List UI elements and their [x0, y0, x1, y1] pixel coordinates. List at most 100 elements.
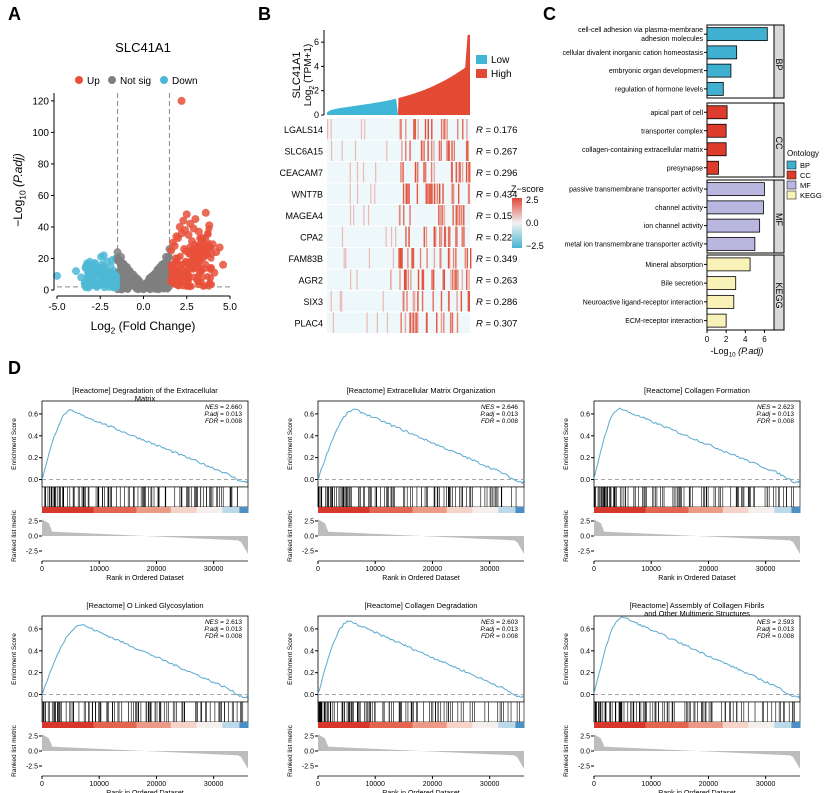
gsea-x-tick-label: 0 — [40, 781, 44, 788]
heatmap-cell-high — [448, 248, 451, 269]
gsea-rank-colorbar — [318, 722, 328, 728]
volcano-point-up — [200, 239, 208, 247]
volcano-legend-label: Not sig — [120, 76, 151, 87]
correlation-value: = 0.349 — [486, 254, 518, 265]
heatmap-correlation-label: R = 0.224 — [476, 232, 517, 243]
gsea-x-tick-label: 30000 — [204, 566, 224, 573]
gsea-rank-colorbar — [654, 507, 664, 513]
volcano-x-tick-label: 5.0 — [223, 302, 237, 313]
gsea-x-title: Rank in Ordered Dataset — [106, 575, 183, 582]
gsea-ranked-metric-area — [594, 734, 800, 769]
enrichment-x-tick-label: 0 — [705, 335, 710, 344]
gsea-es-y-title: Enrichment Score — [287, 633, 294, 685]
heatmap-cell-low — [385, 226, 387, 247]
correlation-r: R — [476, 125, 486, 136]
heatmap-gene-label: CEACAM7 — [279, 168, 323, 178]
gsea-x-tick-label: 20000 — [423, 566, 443, 573]
volcano-x-tick-label: 2.5 — [180, 302, 194, 313]
gsea-stat-value: = 0.013 — [494, 411, 518, 418]
heatmap-cell-high — [430, 162, 433, 183]
gsea-x-tick-label: 20000 — [699, 566, 719, 573]
volcano-point-up — [207, 274, 215, 282]
heatmap-cell-low — [376, 312, 378, 333]
heatmap-cell-low — [349, 162, 351, 183]
gsea-stat: FDR = 0.008 — [757, 418, 794, 425]
gsea-stat: P.adj = 0.013 — [204, 626, 242, 633]
gsea-rank-colorbar — [791, 507, 801, 513]
heatmap-cell-low — [341, 140, 343, 161]
gsea-stat-name: FDR — [205, 633, 219, 640]
gsea-rank-colorbar — [714, 507, 724, 513]
gsea-stat-value: = 2.660 — [218, 404, 242, 411]
volcano-point-down — [91, 263, 99, 271]
correlation-value: = 0.307 — [486, 318, 518, 329]
gsea-metric-y-title: Ranked list metric — [563, 509, 570, 561]
gsea-rank-colorbar — [239, 722, 249, 728]
gsea-es-y-tick-label: 0.2 — [304, 455, 314, 462]
gsea-rank-colorbar — [611, 722, 621, 728]
volcano-point-up — [175, 282, 183, 290]
gsea-rank-colorbar — [230, 507, 240, 513]
gsea-rank-colorbar — [774, 722, 784, 728]
gsea-rank-colorbar — [671, 507, 681, 513]
volcano-point-down — [99, 263, 107, 271]
heatmap-cell-high — [424, 119, 427, 140]
gsea-rank-colorbar — [403, 722, 413, 728]
gsea-rank-colorbar — [110, 722, 120, 728]
heatmap-cell-low — [339, 291, 341, 312]
enrichment-term-label: presynapse — [667, 165, 703, 172]
gsea-title: [Reactome] Assembly of Collagen Fibrils — [630, 601, 765, 610]
gsea-stat-value: = 2.646 — [494, 404, 518, 411]
volcano-y-tick-label: 100 — [32, 128, 49, 139]
enrichment-bar — [706, 123, 727, 138]
heatmap-cell-high — [452, 183, 455, 204]
gsea-x-tick-label: 0 — [592, 566, 596, 573]
heatmap-cell-high — [438, 140, 441, 161]
gsea-rank-colorbar — [369, 722, 379, 728]
heatmap-cell-high — [398, 248, 400, 269]
gsea-x-title: Rank in Ordered Dataset — [382, 790, 459, 793]
gsea-metric-y-title: Ranked list metric — [11, 509, 18, 561]
gsea-es-y-tick-label: 0.6 — [304, 626, 314, 633]
heatmap-cell-low — [360, 119, 363, 140]
zscore-tick-label: −2.5 — [526, 241, 544, 251]
volcano-y-title-main: −Log — [11, 200, 25, 227]
gsea-rank-colorbar — [84, 507, 94, 513]
volcano-point-up — [184, 230, 193, 239]
gsea-metric-y-tick-label: 0.0 — [304, 534, 314, 541]
gsea-es-y-title: Enrichment Score — [287, 418, 294, 470]
heatmap-cell-high — [432, 269, 435, 290]
heatmap-cell-high — [455, 226, 457, 247]
gsea-stat-name: P.adj — [204, 626, 219, 633]
heatmap-cell-low — [353, 205, 355, 226]
gsea-x-tick-label: 20000 — [423, 781, 443, 788]
gsea-metric-y-tick-label: 2.5 — [304, 734, 314, 741]
gsea-es-curve — [41, 624, 249, 699]
heatmap-cell-high — [469, 248, 472, 269]
correlation-value: = 0.286 — [486, 297, 518, 308]
gsea-title: and Other Multimeric Structures — [644, 609, 750, 618]
gsea-rank-colorbar — [463, 722, 473, 728]
enrichment-x-title: -Log10 (P.adj) — [711, 346, 764, 359]
heatmap-cell-high — [456, 312, 459, 333]
gsea-rank-colorbar — [343, 507, 353, 513]
gsea-rank-colorbar — [619, 722, 629, 728]
heatmap-cell-high — [456, 226, 458, 247]
gsea-es-y-tick-label: 0.0 — [304, 477, 314, 484]
gsea-stat: NES = 2.613 — [205, 619, 242, 626]
heatmap-cell-high — [440, 248, 442, 269]
correlation-r: R — [476, 232, 486, 243]
heatmap-cell-high — [465, 140, 468, 161]
gsea-stat: FDR = 0.008 — [205, 418, 242, 425]
heatmap-cell-high — [447, 140, 449, 161]
gsea-rank-colorbar — [714, 722, 724, 728]
gsea-metric-y-tick-label: 0.0 — [28, 534, 38, 541]
gsea-rank-colorbar — [239, 507, 249, 513]
zscore-tick-label: 2.5 — [526, 195, 539, 205]
gsea-rank-colorbar — [59, 507, 69, 513]
gsea-x-tick-label: 30000 — [756, 781, 776, 788]
heatmap-cell-high — [459, 162, 461, 183]
gsea-x-tick-label: 0 — [316, 566, 320, 573]
enrichment-x-title-sub: 10 — [729, 352, 737, 359]
gsea-stat: P.adj = 0.013 — [480, 626, 518, 633]
